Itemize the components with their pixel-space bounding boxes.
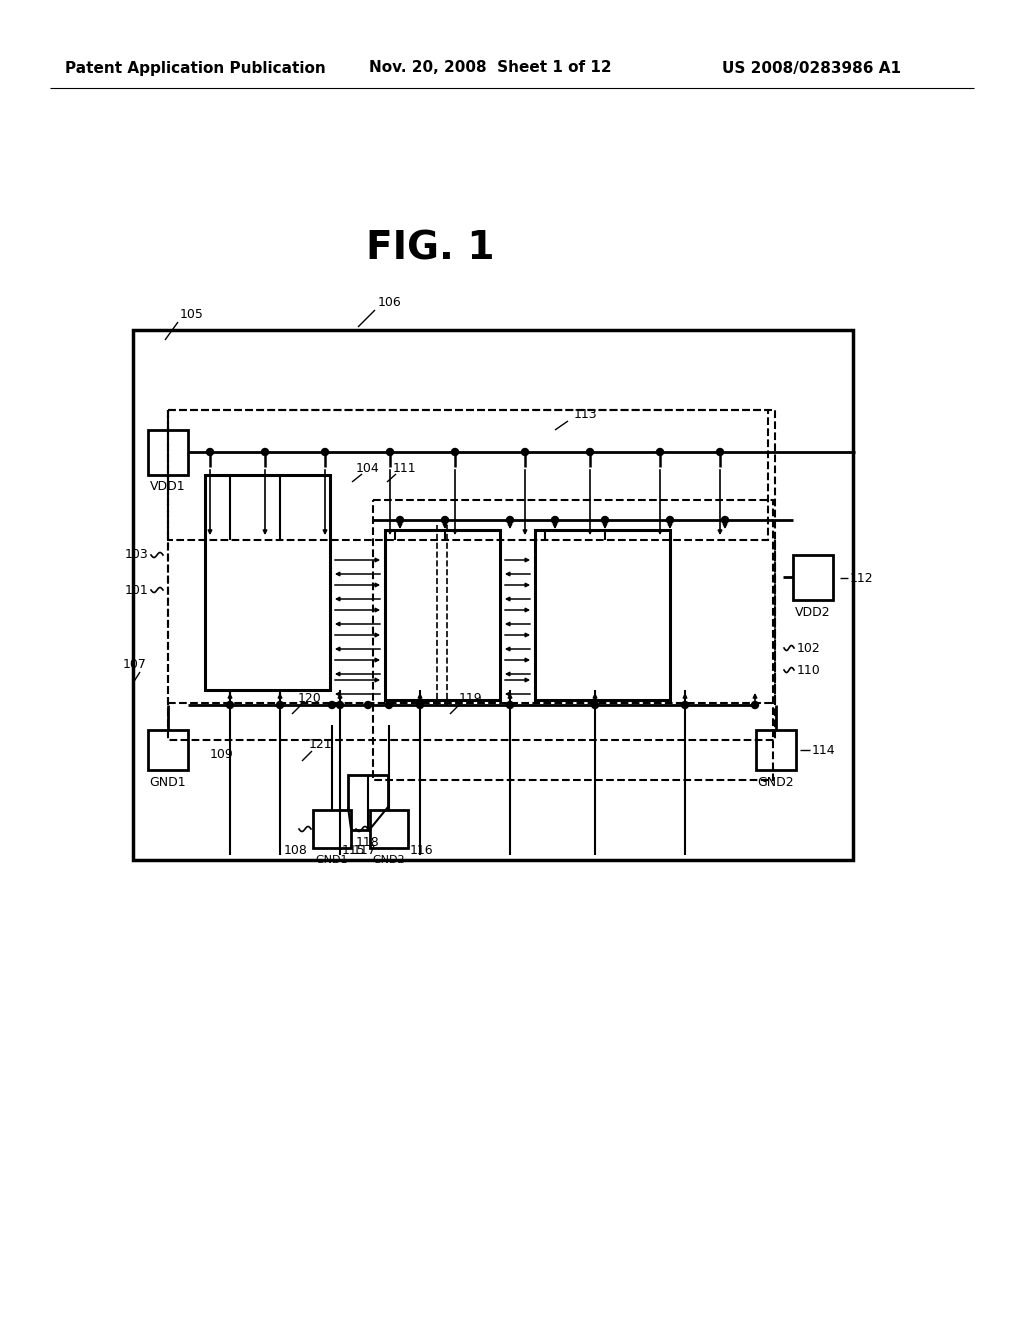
Text: 115: 115	[341, 845, 365, 858]
Circle shape	[207, 449, 213, 455]
Text: 112: 112	[850, 572, 873, 585]
Circle shape	[601, 516, 608, 524]
Text: 103: 103	[124, 549, 148, 561]
Circle shape	[587, 449, 594, 455]
Circle shape	[507, 701, 513, 709]
Circle shape	[507, 516, 513, 524]
Text: 114: 114	[812, 743, 836, 756]
Text: US 2008/0283986 A1: US 2008/0283986 A1	[723, 61, 901, 75]
Text: 110: 110	[797, 664, 821, 676]
Text: VDD2: VDD2	[796, 606, 830, 619]
Circle shape	[722, 516, 728, 524]
Text: GND2: GND2	[758, 776, 795, 788]
Text: 111: 111	[392, 462, 416, 474]
Circle shape	[552, 516, 558, 524]
Bar	[373, 500, 773, 780]
Text: Nov. 20, 2008  Sheet 1 of 12: Nov. 20, 2008 Sheet 1 of 12	[369, 61, 611, 75]
Circle shape	[226, 701, 233, 709]
Circle shape	[365, 701, 372, 709]
Text: 113: 113	[573, 408, 597, 421]
Text: GND1: GND1	[150, 776, 186, 788]
Bar	[205, 475, 330, 690]
Text: 118: 118	[356, 837, 380, 850]
Circle shape	[386, 449, 393, 455]
Text: 120: 120	[298, 692, 322, 705]
Circle shape	[396, 516, 403, 524]
Circle shape	[656, 449, 664, 455]
Bar	[148, 730, 188, 770]
Bar	[348, 775, 388, 830]
Text: 105: 105	[180, 309, 204, 322]
Circle shape	[261, 449, 268, 455]
Bar	[756, 730, 796, 770]
Bar	[148, 430, 188, 475]
Circle shape	[682, 701, 688, 709]
Bar	[168, 411, 775, 741]
Circle shape	[521, 449, 528, 455]
Circle shape	[592, 701, 598, 709]
Bar	[535, 531, 670, 700]
Bar	[793, 554, 833, 601]
Circle shape	[385, 701, 392, 709]
Circle shape	[329, 701, 336, 709]
Text: GND2: GND2	[373, 855, 406, 865]
Text: 108: 108	[284, 845, 308, 858]
Bar	[370, 810, 408, 847]
Bar	[133, 330, 853, 861]
Text: VDD1: VDD1	[151, 480, 185, 494]
Circle shape	[717, 449, 724, 455]
Text: 101: 101	[124, 583, 148, 597]
Text: 102: 102	[797, 642, 821, 655]
Circle shape	[667, 516, 674, 524]
Bar	[168, 411, 768, 540]
Bar	[313, 810, 351, 847]
Text: 104: 104	[356, 462, 380, 474]
Text: 119: 119	[458, 692, 482, 705]
Circle shape	[322, 449, 329, 455]
Circle shape	[337, 701, 343, 709]
Circle shape	[276, 701, 284, 709]
Text: 121: 121	[308, 738, 332, 751]
Text: 109: 109	[210, 748, 233, 762]
Circle shape	[441, 516, 449, 524]
Text: 106: 106	[378, 297, 401, 309]
Text: 117: 117	[353, 845, 377, 858]
Circle shape	[752, 701, 759, 709]
Circle shape	[452, 449, 459, 455]
Bar	[385, 531, 500, 700]
Text: Patent Application Publication: Patent Application Publication	[65, 61, 326, 75]
Text: FIG. 1: FIG. 1	[366, 228, 495, 267]
Text: GND1: GND1	[315, 855, 348, 865]
Circle shape	[417, 701, 424, 709]
Text: 116: 116	[410, 845, 433, 858]
Text: 107: 107	[123, 659, 147, 672]
